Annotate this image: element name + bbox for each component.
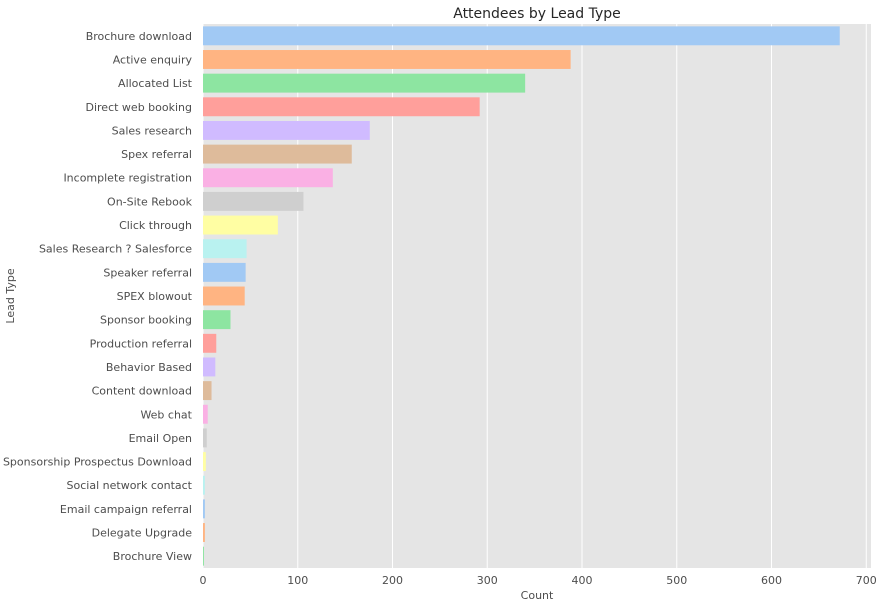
- bar: [203, 381, 212, 401]
- y-tick-label: Sponsor booking: [100, 314, 192, 327]
- bar: [203, 168, 333, 188]
- y-tick-label: Speaker referral: [103, 266, 192, 279]
- y-tick-label: Brochure View: [113, 550, 192, 563]
- bar: [203, 239, 247, 259]
- bar: [203, 310, 231, 330]
- bar: [203, 428, 207, 448]
- x-tick-label: 300: [477, 574, 498, 587]
- bar: [203, 262, 246, 282]
- y-tick-label: Brochure download: [86, 30, 192, 43]
- y-tick-labels: Brochure download Active enquiry Allocated…: [3, 30, 193, 563]
- x-tick-label: 0: [200, 574, 207, 587]
- y-tick-label: Email campaign referral: [60, 503, 192, 516]
- x-tick-label: 200: [382, 574, 403, 587]
- y-tick-label: Content download: [92, 385, 192, 398]
- x-tick-label: 700: [856, 574, 877, 587]
- y-tick-label: Social network contact: [67, 479, 193, 492]
- x-tick-label: 100: [287, 574, 308, 587]
- y-tick-label: Behavior Based: [106, 361, 192, 374]
- bar: [203, 144, 352, 164]
- y-tick-label: Production referral: [90, 337, 192, 350]
- y-tick-label: Allocated List: [118, 77, 193, 90]
- bar: [203, 404, 208, 424]
- x-tick-label: 600: [761, 574, 782, 587]
- y-tick-label: Web chat: [140, 408, 192, 421]
- bar: [203, 452, 206, 472]
- x-tick-label: 400: [572, 574, 593, 587]
- bar: [203, 26, 840, 46]
- bar: [203, 73, 526, 93]
- bar: [203, 475, 205, 495]
- x-tick-label: 500: [666, 574, 687, 587]
- bar: [203, 499, 205, 519]
- bar: [203, 546, 204, 566]
- bar: [203, 215, 278, 235]
- y-tick-label: Sales Research ? Salesforce: [39, 243, 192, 256]
- y-tick-label: Email Open: [129, 432, 192, 445]
- bar: [203, 357, 216, 377]
- y-tick-label: Sales research: [112, 124, 192, 137]
- y-tick-label: Spex referral: [121, 148, 192, 161]
- bar: [203, 120, 370, 140]
- bar: [203, 50, 571, 69]
- bar: [203, 97, 480, 117]
- chart-title: Attendees by Lead Type: [453, 6, 621, 22]
- y-tick-label: SPEX blowout: [117, 290, 193, 303]
- x-tick-labels: 0 100 200 300 400 500 600 700: [200, 574, 877, 587]
- y-tick-label: Active enquiry: [113, 53, 193, 66]
- bar: [203, 286, 245, 306]
- y-tick-label: Sponsorship Prospectus Download: [3, 456, 192, 469]
- x-axis-label: Count: [521, 589, 554, 602]
- y-tick-label: On-Site Rebook: [107, 195, 193, 208]
- y-tick-label: Direct web booking: [86, 101, 193, 114]
- y-tick-label: Click through: [119, 219, 192, 232]
- bar: [203, 191, 304, 211]
- bar: [203, 523, 205, 542]
- bars: [203, 26, 840, 566]
- bar: [203, 333, 217, 353]
- y-tick-label: Delegate Upgrade: [92, 527, 193, 540]
- y-axis-label: Lead Type: [4, 268, 17, 323]
- y-tick-label: Incomplete registration: [63, 172, 192, 185]
